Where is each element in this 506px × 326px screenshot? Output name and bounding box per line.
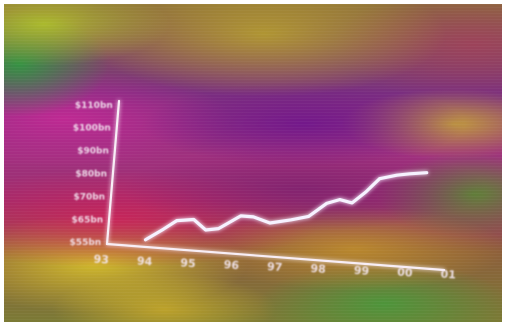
x-tick-label: 97 [267,260,283,274]
data-point [192,218,195,221]
x-tick-label: 00 [397,266,414,280]
y-tick-label: $70bn [73,192,105,202]
data-point [204,228,207,232]
x-tick-label: 99 [353,264,369,278]
data-point [338,198,341,201]
data-point [307,215,310,218]
x-tick-label: 96 [223,258,240,272]
data-point [325,202,328,205]
data-point [425,171,428,174]
x-tick-label: 94 [137,254,154,268]
data-point [364,190,367,194]
data-point [378,177,381,180]
y-tick-label: $90bn [77,147,109,157]
y-tick-label: $80bn [75,170,107,180]
data-point [408,172,411,175]
y-tick-label: $55bn [70,238,102,248]
data-point [217,227,220,230]
data-point [268,221,272,225]
y-tick-label: $65bn [72,215,104,225]
y-tick-label: $100bn [73,124,111,134]
data-point [175,219,178,222]
data-point [395,174,398,177]
data-point [239,214,242,218]
x-axis-line [105,242,446,272]
data-point [162,228,165,231]
photo-frame: $55bn $65bn $70bn $80bn $90bn $100bn $110bn 93… [4,4,502,322]
data-point [290,218,293,221]
x-tick-label: 93 [93,252,109,266]
y-tick-label: $110bn [75,101,113,111]
line-chart: $55bn $65bn $70bn $80bn $90bn $100bn $110bn 93… [70,99,456,282]
x-tick-label: 95 [180,256,196,270]
y-axis-line [105,99,121,246]
data-point [252,215,255,219]
data-point [350,201,354,205]
x-tick-label: 01 [440,267,456,281]
data-point [144,238,147,241]
series-line [143,171,429,242]
x-tick-label: 98 [310,262,326,276]
